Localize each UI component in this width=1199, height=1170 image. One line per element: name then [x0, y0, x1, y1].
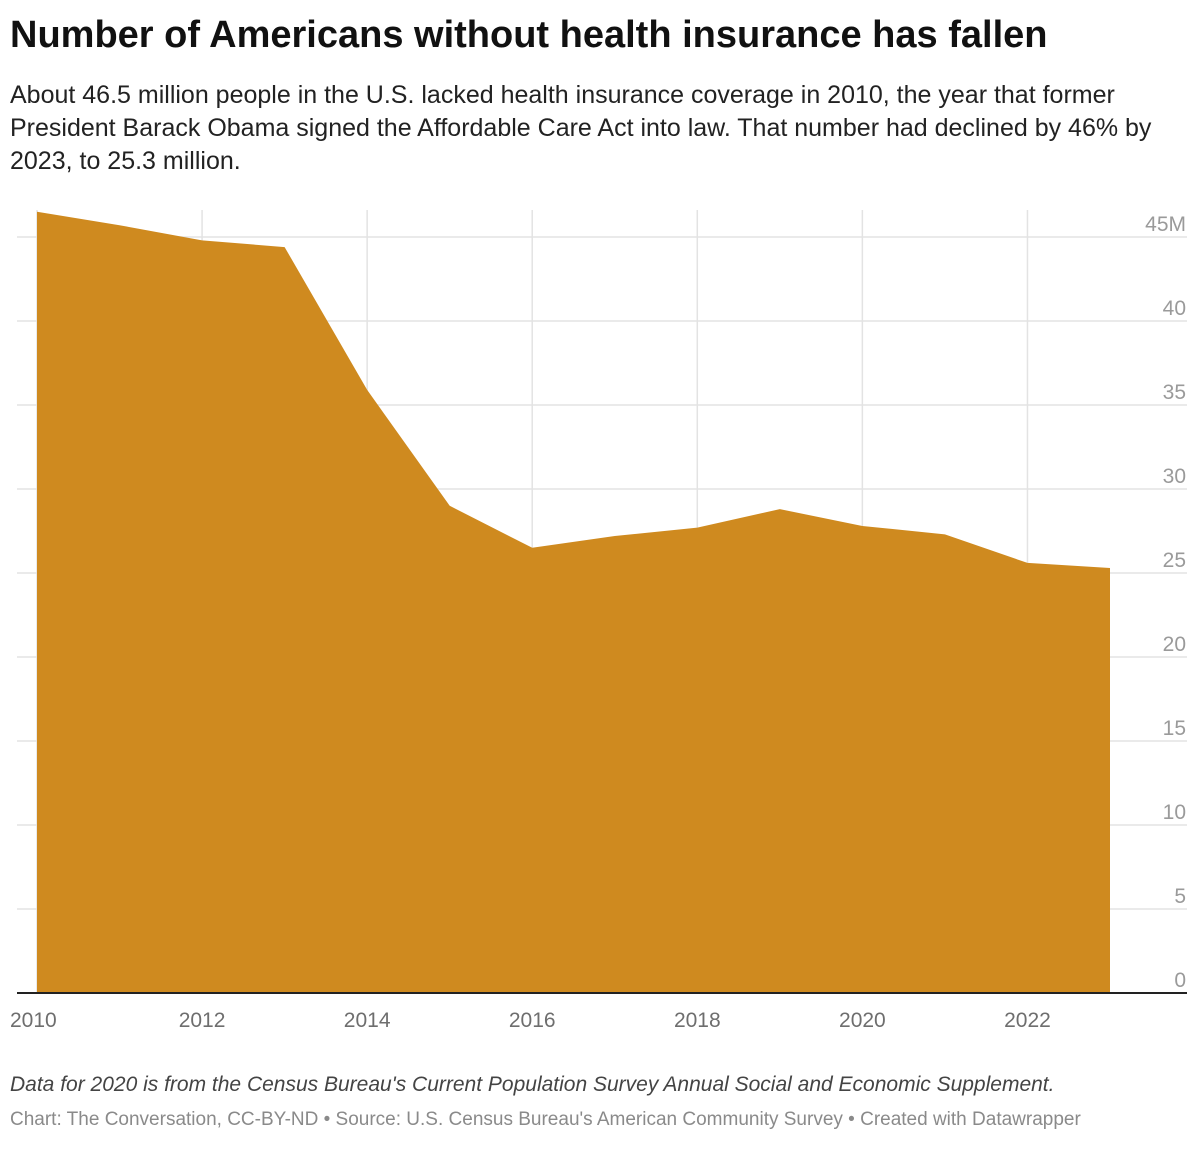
y-tick-label: 40 — [1163, 297, 1186, 320]
y-tick-label: 10 — [1163, 801, 1186, 824]
y-tick-label: 35 — [1163, 381, 1186, 404]
x-tick-label: 2022 — [1004, 1009, 1051, 1032]
y-tick-label: 20 — [1163, 633, 1186, 656]
y-tick-label: 0 — [1174, 969, 1186, 992]
chart-subtitle: About 46.5 million people in the U.S. la… — [10, 81, 1152, 175]
y-tick-label: 45M — [1145, 213, 1186, 236]
chart-title: Number of Americans without health insur… — [10, 14, 1048, 56]
y-tick-label: 15 — [1163, 717, 1186, 740]
chart-credits: Chart: The Conversation, CC-BY-ND • Sour… — [10, 1109, 1081, 1130]
y-tick-label: 25 — [1163, 549, 1186, 572]
y-tick-label: 5 — [1174, 885, 1186, 908]
chart-notes: Data for 2020 is from the Census Bureau'… — [10, 1073, 1055, 1096]
x-tick-label: 2018 — [674, 1009, 721, 1032]
x-tick-label: 2014 — [344, 1009, 391, 1032]
area-series-uninsured — [37, 211, 1110, 994]
y-tick-label: 30 — [1163, 465, 1186, 488]
x-tick-label: 2012 — [179, 1009, 226, 1032]
x-tick-label: 2020 — [839, 1009, 886, 1032]
axes: 0 5 10 15 20 25 30 35 40 45M 2010 2012 2014 2016 2018 2… — [10, 213, 1187, 1032]
x-tick-label: 2016 — [509, 1009, 556, 1032]
uninsured-area-chart: 0 5 10 15 20 25 30 35 40 45M 2010 2012 2014 2016 2018 2… — [10, 210, 1187, 1032]
area-series — [37, 211, 1110, 994]
x-tick-label: 2010 — [10, 1009, 57, 1032]
